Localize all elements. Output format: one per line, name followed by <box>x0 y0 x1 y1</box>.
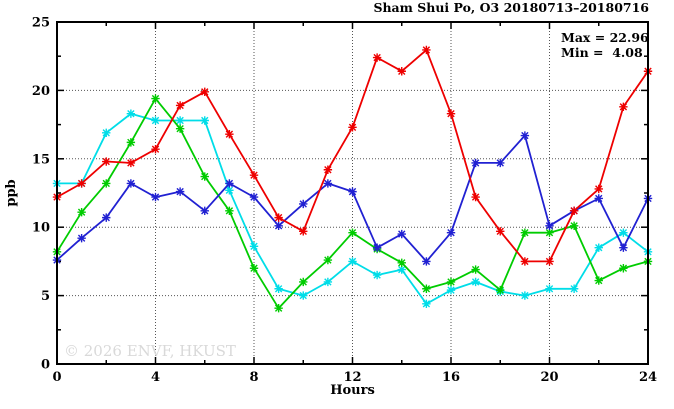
x-tick-label: 8 <box>249 370 258 385</box>
y-tick-label: 20 <box>32 84 50 99</box>
y-tick-label: 5 <box>41 289 50 304</box>
y-tick-label: 10 <box>32 221 50 236</box>
x-tick-label: 0 <box>52 370 61 385</box>
x-tick-label: 16 <box>442 370 460 385</box>
x-tick-label: 12 <box>343 370 361 385</box>
x-tick-label: 24 <box>639 370 657 385</box>
chart-title: Sham Shui Po, O3 20180713–20180716 <box>373 0 649 15</box>
y-axis-label: ppb <box>4 179 19 206</box>
x-tick-label: 4 <box>151 370 160 385</box>
max-label: Max = 22.96 <box>561 30 649 45</box>
y-tick-label: 0 <box>41 358 50 373</box>
y-tick-label: 15 <box>32 152 50 167</box>
y-tick-label: 25 <box>32 16 50 31</box>
watermark: © 2026 ENVF, HKUST <box>64 342 236 360</box>
min-label: Min = 4.08 <box>561 45 643 60</box>
plot-border <box>56 21 649 365</box>
x-axis-label: Hours <box>330 383 375 398</box>
x-tick-label: 20 <box>540 370 558 385</box>
